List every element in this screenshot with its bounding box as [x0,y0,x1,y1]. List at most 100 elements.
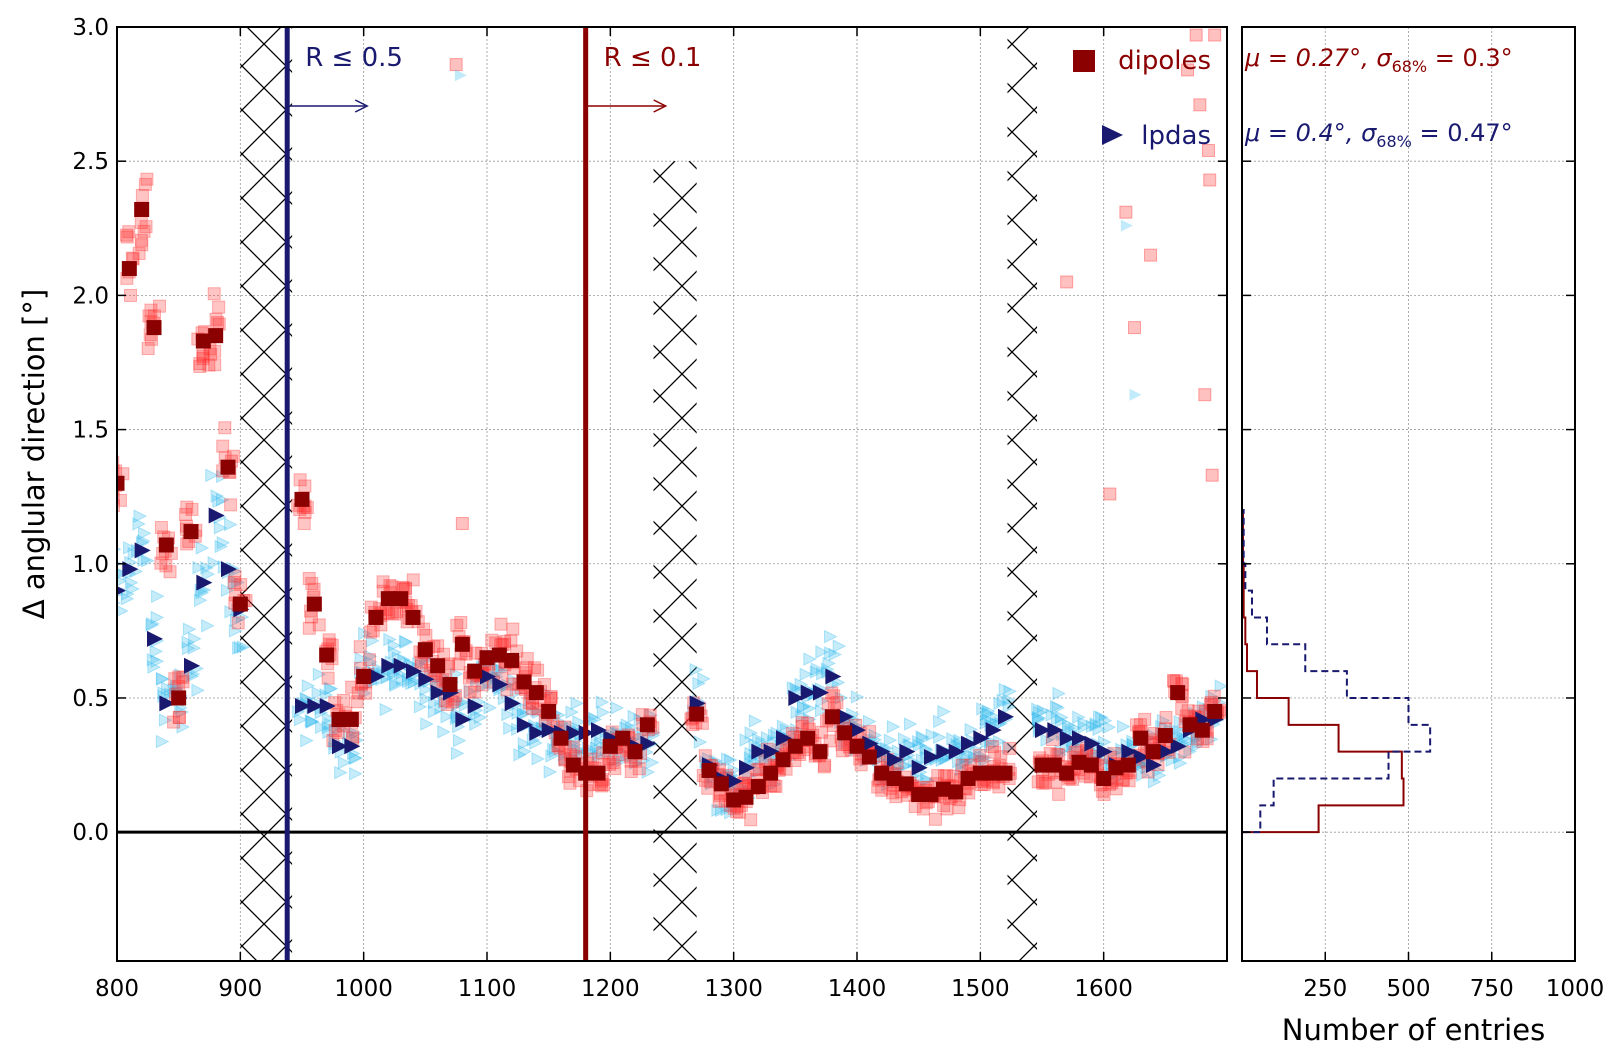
raw-lpda-point [776,719,791,734]
dipole-marker [294,491,310,507]
raw-lpda-point [590,741,604,755]
raw-lpda-point [200,561,214,575]
raw-lpda-point [319,688,334,702]
raw-lpda-point [591,734,605,749]
raw-dipole-point [632,762,646,776]
raw-dipole-point [141,342,155,356]
raw-lpda-point [1078,720,1092,734]
raw-lpda-point [921,773,935,788]
raw-dipole-point [185,502,199,516]
raw-lpda-point [300,733,314,748]
raw-dipole-point [179,507,193,521]
side-x-tick-label: 500 [1387,976,1431,1002]
raw-lpda-point [1074,742,1088,756]
raw-dipole-point [940,769,954,783]
raw-lpda-point [186,667,201,681]
dipole-marker [479,650,495,666]
raw-lpda-point [383,632,397,647]
raw-dipole-point [1122,774,1136,788]
raw-dipole-point [350,695,364,709]
raw-lpda-point [627,709,642,724]
raw-dipole-point [351,686,365,700]
raw-lpda-point [823,629,838,644]
raw-dipole-point [519,661,533,675]
raw-lpda-point [693,735,708,749]
raw-lpda-point [570,696,585,711]
raw-lpda-point [920,772,934,787]
raw-lpda-point [711,803,725,818]
raw-lpda-point [185,669,200,684]
dipole-marker [948,784,964,800]
raw-lpda-point [195,585,210,600]
hatched-region [240,27,293,961]
dipole-marker [898,776,914,792]
raw-lpda-point [727,763,742,777]
stat-annotation: μ = 0.27°, σ68% = 0.3° [1244,44,1513,76]
raw-dipole-point [337,693,351,707]
dipole-marker [516,674,532,690]
raw-lpda-point [127,546,142,561]
raw-dipole-point [801,717,815,731]
raw-lpda-point [815,694,830,708]
raw-dipole-point [445,695,459,709]
lpda-marker [800,684,817,701]
raw-dipole-outlier [1060,275,1074,289]
raw-lpda-point [509,686,524,700]
lpda-marker [1096,743,1113,760]
dipole-marker [1120,757,1136,773]
dipole-marker [1046,757,1062,773]
raw-lpda-point [744,746,759,761]
raw-dipole-point [506,622,520,636]
raw-lpda-point [1173,756,1188,771]
raw-lpda-point [395,672,410,686]
raw-lpda-point [795,709,809,724]
stat-annotation: μ = 0.4°, σ68% = 0.47° [1244,119,1513,151]
raw-dipole-point [827,689,841,703]
raw-lpda-point [984,739,998,753]
raw-lpda-point [809,665,824,679]
raw-lpda-point [790,722,804,737]
raw-lpda-point [468,708,482,723]
lpda-marker [739,759,755,776]
raw-dipole-point [952,801,966,815]
raw-lpda-point [146,616,160,631]
lpda-marker [1170,738,1187,755]
raw-lpda-point [420,717,434,731]
raw-lpda-point [126,582,140,596]
raw-lpda-point [324,681,339,696]
raw-dipole-point [889,790,903,804]
raw-dipole-point [302,621,316,635]
raw-lpda-point [980,707,995,721]
dipole-marker [454,636,470,652]
raw-dipole-point [1031,775,1045,789]
raw-lpda-point [150,610,165,625]
raw-lpda-point [1036,704,1051,718]
raw-lpda-point [322,725,336,740]
raw-dipole-point [134,233,148,247]
x-tick-label: 1200 [581,976,640,1002]
raw-dipole-point [419,628,433,642]
raw-lpda-point [213,521,228,535]
lpda-marker [973,730,990,747]
raw-lpda-point [158,713,173,727]
raw-lpda-point [1031,711,1046,725]
raw-dipole-point [359,686,373,700]
raw-lpda-point [989,711,1004,725]
dipole-marker [923,787,939,803]
raw-dipole-outlier [1202,143,1215,157]
raw-dipole-point [406,573,420,587]
raw-dipole-point [345,680,359,694]
raw-dipole-point [417,622,431,636]
raw-dipole-point [208,358,222,372]
raw-lpda-point [981,706,996,721]
raw-lpda-point [886,719,901,734]
raw-lpda-point [221,583,235,598]
dipole-marker [824,709,840,725]
stat-annotations: μ = 0.27°, σ68% = 0.3° μ = 0.4°, σ68% = 0… [1244,44,1513,151]
raw-dipole-point [202,358,216,372]
raw-lpda-point [803,652,817,666]
raw-lpda-outlier [454,69,467,82]
raw-dipole-point [1039,776,1053,790]
raw-lpda-point [413,699,428,714]
raw-lpda-point [519,702,534,716]
